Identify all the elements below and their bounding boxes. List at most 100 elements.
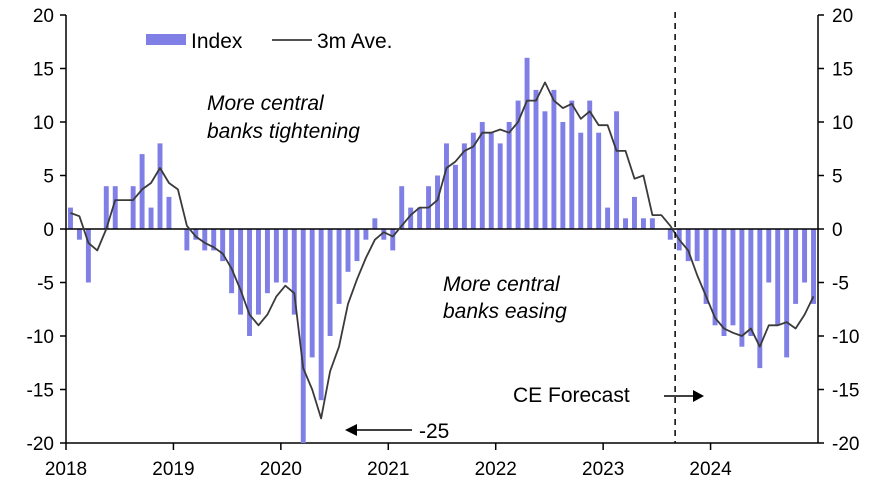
bar-index bbox=[327, 229, 333, 336]
y-tick-label-right: 0 bbox=[832, 220, 843, 241]
bar-index bbox=[68, 207, 73, 229]
bar-index bbox=[256, 229, 261, 315]
bar-index bbox=[112, 186, 118, 229]
annotation-tightening-line2: banks tightening bbox=[207, 120, 360, 143]
x-tick-label: 2021 bbox=[367, 459, 409, 480]
bar-index bbox=[497, 143, 503, 229]
bar-index bbox=[578, 132, 584, 229]
bar-index bbox=[560, 122, 566, 229]
line-3m-ave bbox=[70, 81, 815, 420]
bar-index bbox=[542, 111, 548, 229]
bar-index bbox=[336, 229, 342, 304]
bar-index bbox=[515, 100, 521, 229]
bar-index bbox=[748, 229, 754, 336]
bar-index bbox=[417, 207, 423, 229]
bar-index bbox=[211, 229, 217, 251]
bar-index bbox=[470, 132, 476, 229]
bar-index bbox=[220, 229, 226, 262]
annotation-forecast-label: CE Forecast bbox=[513, 384, 630, 407]
bar-index bbox=[640, 218, 646, 229]
bar-index bbox=[273, 229, 279, 283]
bar-series-index bbox=[68, 57, 816, 443]
x-tick-label: 2024 bbox=[689, 459, 732, 480]
bar-index bbox=[712, 229, 718, 326]
y-tick-label-left: -5 bbox=[37, 274, 54, 295]
x-tick-label: 2022 bbox=[475, 459, 517, 480]
bar-index bbox=[184, 229, 190, 251]
bar-index bbox=[390, 229, 396, 251]
y-tick-label-left: 5 bbox=[43, 167, 54, 188]
bar-index bbox=[399, 186, 405, 229]
bar-index bbox=[300, 229, 306, 443]
bar-index bbox=[309, 229, 315, 358]
annotation-tightening-line1: More central bbox=[207, 92, 325, 115]
y-tick-label-left: 10 bbox=[33, 113, 54, 134]
bar-index bbox=[229, 229, 235, 294]
legend-index-label: Index bbox=[191, 30, 243, 53]
bar-index bbox=[605, 207, 611, 229]
bar-index bbox=[614, 111, 620, 229]
bar-index bbox=[166, 196, 172, 229]
bar-index bbox=[739, 229, 745, 347]
x-tick-label: 2019 bbox=[152, 459, 194, 480]
bar-index bbox=[157, 143, 163, 229]
annotation-clip-label: -25 bbox=[419, 420, 449, 443]
bar-index bbox=[533, 89, 539, 230]
y-tick-label-left: -15 bbox=[27, 381, 54, 402]
bar-index bbox=[667, 229, 673, 240]
y-axis-ticks: 20 20 15 15 10 10 5 5 0 0 -5 -5 -10 -10 -15 -15 -20 -20 bbox=[27, 6, 860, 455]
bar-index bbox=[372, 218, 378, 229]
y-tick-label-right: 20 bbox=[832, 6, 853, 27]
bar-index bbox=[282, 229, 288, 283]
bar-index bbox=[408, 207, 414, 229]
bar-index bbox=[721, 229, 727, 336]
bar-index bbox=[381, 229, 387, 240]
y-tick-label-left: 0 bbox=[43, 220, 54, 241]
y-tick-label-left: 20 bbox=[33, 6, 54, 27]
y-tick-label-right: 15 bbox=[832, 60, 853, 81]
y-tick-label-left: 15 bbox=[33, 60, 54, 81]
y-tick-label-right: -20 bbox=[832, 434, 859, 455]
x-tick-label: 2023 bbox=[582, 459, 624, 480]
y-tick-label-right: -5 bbox=[832, 274, 849, 295]
bar-index bbox=[435, 175, 440, 229]
y-tick-label-right: -15 bbox=[832, 381, 859, 402]
bar-index bbox=[524, 57, 530, 229]
legend-ave-label: 3m Ave. bbox=[317, 30, 393, 53]
bar-index bbox=[148, 207, 154, 229]
bar-index bbox=[766, 229, 772, 283]
bar-index bbox=[291, 229, 297, 315]
bar-index bbox=[76, 229, 82, 240]
bar-index bbox=[632, 196, 637, 229]
legend-index-swatch bbox=[146, 34, 186, 45]
bar-index bbox=[757, 229, 763, 369]
bar-index bbox=[444, 143, 449, 229]
bar-index bbox=[802, 229, 808, 283]
bar-index bbox=[703, 229, 709, 304]
y-tick-label-right: -10 bbox=[832, 327, 859, 348]
bar-index bbox=[730, 229, 736, 326]
bar-index bbox=[85, 229, 91, 283]
bar-index bbox=[452, 164, 458, 229]
x-tick-label: 2020 bbox=[260, 459, 302, 480]
bar-index bbox=[551, 89, 557, 230]
bar-index bbox=[587, 100, 593, 229]
bar-index bbox=[103, 186, 109, 229]
bar-index bbox=[247, 229, 252, 336]
bar-index bbox=[479, 122, 485, 229]
annotation-easing-line2: banks easing bbox=[443, 300, 567, 323]
bar-index bbox=[694, 229, 700, 262]
bar-index bbox=[238, 229, 244, 315]
bar-index bbox=[569, 100, 575, 229]
bar-index bbox=[354, 229, 360, 262]
bar-index bbox=[775, 229, 781, 326]
y-tick-label-right: 5 bbox=[832, 167, 843, 188]
bar-index bbox=[784, 229, 790, 358]
bar-index bbox=[488, 132, 494, 229]
bar-index bbox=[793, 229, 799, 304]
bar-index bbox=[363, 229, 369, 240]
bar-index bbox=[193, 229, 199, 240]
y-tick-label-left: -20 bbox=[27, 434, 54, 455]
bar-index bbox=[623, 218, 628, 229]
